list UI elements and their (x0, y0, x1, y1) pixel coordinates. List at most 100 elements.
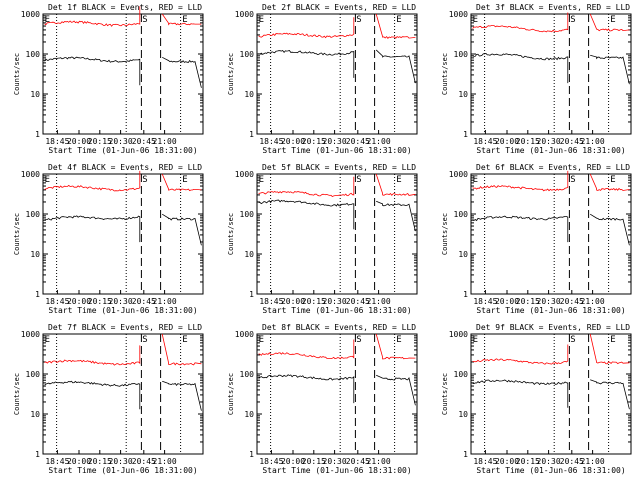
x-axis-label: Start Time (01-Jun-06 18:31:00) (476, 146, 625, 155)
y-tick-label: 1 (249, 290, 254, 299)
events-line-pre-saa (472, 53, 569, 84)
events-line-post-saa (161, 213, 202, 246)
y-tick-label: 10 (458, 250, 468, 259)
x-axis-label: Start Time (01-Jun-06 18:31:00) (262, 306, 411, 315)
x-tick-label: 20:00 (281, 297, 305, 306)
lld-line-pre-saa (472, 170, 569, 192)
y-tick-label: 1000 (235, 330, 254, 339)
interval-marker-label: E (610, 335, 615, 345)
interval-marker-label: S (142, 175, 147, 185)
panel-title: Det 8f BLACK = Events, RED = LLD (262, 323, 416, 332)
x-tick-label: 20:45 (132, 297, 156, 306)
x-tick-label: 20:00 (67, 457, 91, 466)
lld-line-post-saa (375, 333, 416, 360)
x-tick-label: 20:30 (537, 457, 561, 466)
x-tick-label: 21:00 (367, 297, 391, 306)
x-tick-label: 20:00 (495, 137, 519, 146)
events-line-post-saa (162, 56, 202, 88)
y-tick-label: 10 (458, 410, 468, 419)
y-tick-label: 1 (463, 130, 468, 139)
lld-line-post-saa (589, 173, 630, 191)
interval-marker-label: S (356, 175, 361, 185)
detector-panel: Det 5f BLACK = Events, RED = LLD 1 10 100 10… (227, 163, 418, 315)
interval-marker-label: E (473, 335, 478, 345)
x-tick-label: 20:15 (516, 457, 540, 466)
detector-panel: Det 8f BLACK = Events, RED = LLD 1 10 100 10… (227, 323, 418, 475)
x-tick-label: 20:15 (88, 137, 112, 146)
x-axis-label: Start Time (01-Jun-06 18:31:00) (48, 306, 197, 315)
y-axis-label: Counts/sec (227, 213, 235, 255)
y-tick-label: 100 (240, 210, 255, 219)
x-tick-label: 21:00 (581, 137, 605, 146)
x-tick-label: 20:30 (323, 457, 347, 466)
y-tick-label: 1 (463, 290, 468, 299)
lld-line-pre-saa (472, 344, 569, 365)
y-tick-label: 100 (26, 370, 41, 379)
interval-marker-label: E (396, 335, 401, 345)
lld-line-pre-saa (258, 17, 355, 39)
interval-marker-label: E (45, 15, 50, 25)
x-tick-label: 20:15 (302, 457, 326, 466)
plot-frame (256, 333, 418, 455)
events-line-pre-saa (44, 380, 141, 410)
lld-line-post-saa (589, 13, 630, 32)
lld-line-post-saa (375, 173, 416, 196)
interval-marker-label: E (259, 175, 264, 185)
x-tick-label: 20:30 (109, 297, 133, 306)
y-axis-label: Counts/sec (13, 373, 21, 415)
interval-marker-label: S (570, 175, 575, 185)
x-tick-label: 20:00 (281, 137, 305, 146)
x-tick-label: 18:45 (473, 297, 497, 306)
y-tick-label: 1 (35, 290, 40, 299)
x-tick-label: 20:15 (516, 297, 540, 306)
events-line-post-saa (590, 379, 630, 410)
interval-marker-label: E (259, 15, 264, 25)
x-tick-label: 20:00 (67, 297, 91, 306)
y-tick-label: 100 (454, 370, 469, 379)
y-tick-label: 1000 (235, 10, 254, 19)
y-tick-label: 1000 (449, 330, 468, 339)
lld-line-pre-saa (472, 12, 569, 33)
x-tick-label: 20:45 (560, 137, 584, 146)
y-tick-label: 10 (30, 410, 40, 419)
lld-line-post-saa (375, 13, 416, 40)
interval-marker-label: E (45, 175, 50, 185)
events-line-pre-saa (44, 56, 141, 86)
interval-marker-label: E (610, 175, 615, 185)
events-line-post-saa (589, 213, 630, 246)
lld-line-post-saa (161, 13, 202, 26)
x-tick-label: 18:45 (259, 137, 283, 146)
x-tick-label: 20:30 (109, 457, 133, 466)
events-line-post-saa (162, 380, 202, 411)
events-line-post-saa (375, 49, 416, 84)
plot-frame (256, 173, 418, 295)
x-tick-label: 20:30 (109, 137, 133, 146)
y-tick-label: 100 (26, 210, 41, 219)
detector-panel: Det 1f BLACK = Events, RED = LLD 1 10 100 10… (13, 3, 204, 155)
lld-line-pre-saa (44, 6, 141, 27)
x-tick-label: 20:30 (323, 297, 347, 306)
detector-panel: Det 7f BLACK = Events, RED = LLD 1 10 100 10… (13, 323, 204, 475)
events-line-pre-saa (258, 199, 355, 230)
panel-title: Det 5f BLACK = Events, RED = LLD (262, 163, 416, 172)
lld-line-post-saa (161, 333, 202, 366)
events-line-pre-saa (472, 215, 569, 243)
y-tick-label: 10 (244, 250, 254, 259)
plot-frame (470, 173, 632, 295)
y-axis-label: Counts/sec (13, 53, 21, 95)
y-axis-label: Counts/sec (13, 213, 21, 255)
y-tick-label: 10 (30, 90, 40, 99)
plot-frame (256, 13, 418, 135)
x-axis-label: Start Time (01-Jun-06 18:31:00) (48, 146, 197, 155)
interval-marker-label: E (45, 335, 50, 345)
interval-marker-label: S (356, 15, 361, 25)
events-line-pre-saa (258, 374, 355, 404)
x-tick-label: 20:45 (132, 137, 156, 146)
y-tick-label: 1000 (235, 170, 254, 179)
y-tick-label: 10 (244, 410, 254, 419)
x-tick-label: 18:45 (45, 457, 69, 466)
detector-panel: Det 9f BLACK = Events, RED = LLD 1 10 100 10… (441, 323, 632, 475)
lld-line-pre-saa (44, 345, 141, 366)
detector-panel: Det 3f BLACK = Events, RED = LLD 1 10 100 10… (441, 3, 632, 155)
interval-marker-label: S (570, 15, 575, 25)
